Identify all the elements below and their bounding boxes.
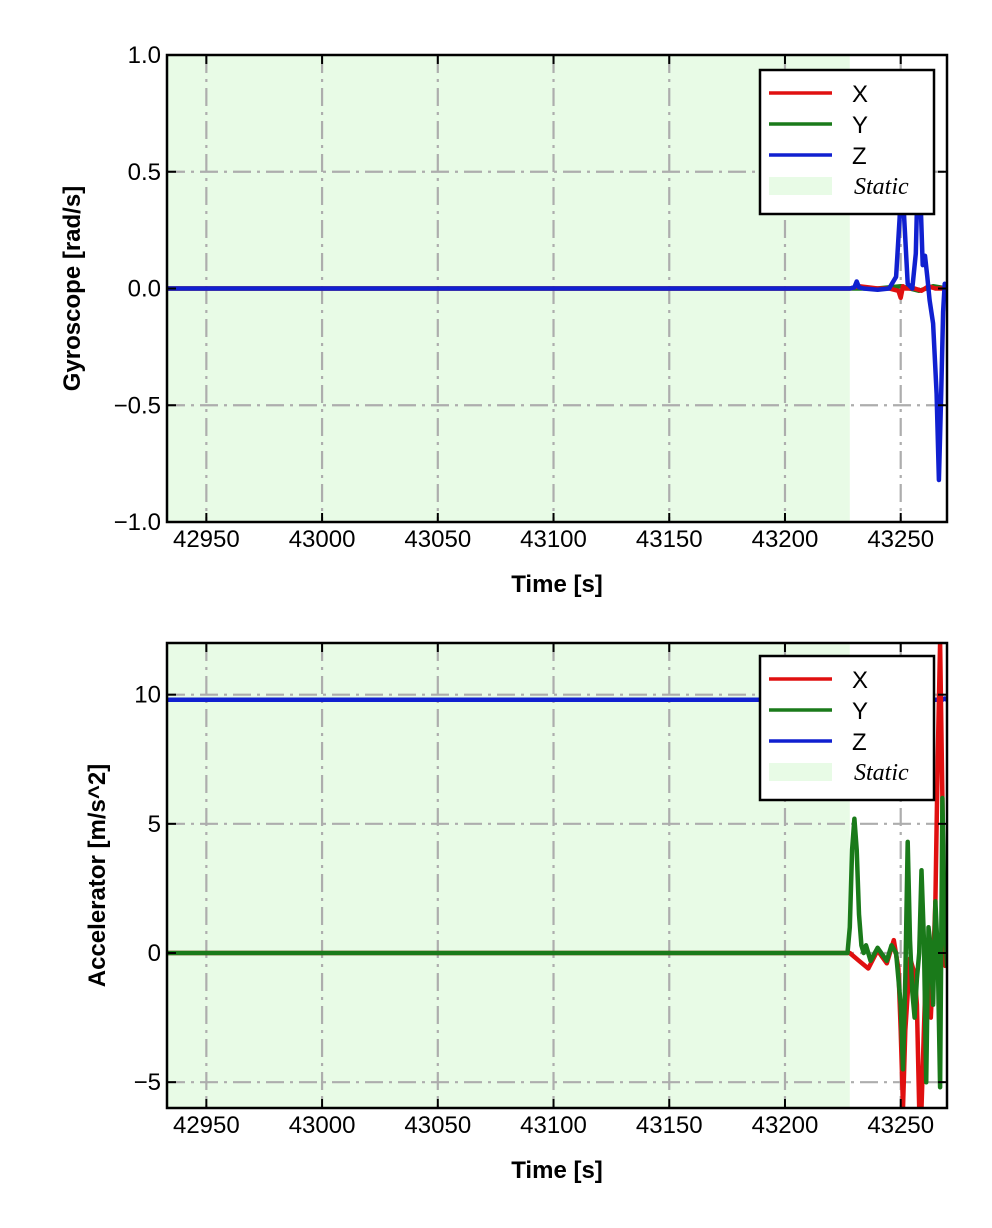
y-tick-label: 10 xyxy=(134,682,161,709)
x-tick-label: 42950 xyxy=(173,526,240,553)
legend-label-static: Static xyxy=(854,174,909,200)
series-group xyxy=(167,643,947,1108)
x-tick-label: 43150 xyxy=(636,526,703,553)
legend: XYZ Static xyxy=(758,654,936,802)
x-tick-label: 43100 xyxy=(520,1112,587,1139)
y-axis-label: Gyroscope [rad/s] xyxy=(59,186,86,391)
x-tick-label: 43000 xyxy=(289,526,356,553)
legend-label-static: Static xyxy=(854,760,909,786)
legend-label-x: X xyxy=(852,667,868,694)
y-axis-label: Accelerator [m/s^2] xyxy=(84,764,111,987)
legend-label-y: Y xyxy=(852,112,868,139)
y-tick-label: −0.5 xyxy=(114,392,161,419)
legend: XYZ Static xyxy=(758,68,936,216)
x-tick-label: 43250 xyxy=(867,1112,934,1139)
axes-frame xyxy=(165,641,949,1110)
y-tick-label: 0.0 xyxy=(128,276,161,303)
x-axis-label: Time [s] xyxy=(511,571,603,598)
x-tick-label: 43050 xyxy=(404,526,471,553)
legend-label-z: Z xyxy=(852,729,867,756)
legend-label-y: Y xyxy=(852,698,868,725)
series-line-y xyxy=(167,795,947,1090)
x-tick-label: 43100 xyxy=(520,526,587,553)
x-tick-label: 43150 xyxy=(636,1112,703,1139)
x-tick-label: 43200 xyxy=(752,1112,819,1139)
y-tick-label: 1.0 xyxy=(128,42,161,69)
x-tick-label: 43050 xyxy=(404,1112,471,1139)
gyroscope-panel: 42950 43000 43050 43100 43150 43200 43250 1.0 0.… xyxy=(59,42,949,598)
x-tick-label: 43200 xyxy=(752,526,819,553)
x-tick-label: 43000 xyxy=(289,1112,356,1139)
x-axis-label: Time [s] xyxy=(511,1157,603,1184)
y-tick-label: −1.0 xyxy=(114,509,161,536)
legend-label-z: Z xyxy=(852,143,867,170)
y-tick-label: 0.5 xyxy=(128,159,161,186)
y-tick-label: −5 xyxy=(134,1069,161,1096)
legend-swatch-static xyxy=(769,763,832,781)
y-tick-label: 0 xyxy=(148,940,161,967)
series-group xyxy=(167,157,947,483)
x-tick-label: 42950 xyxy=(173,1112,240,1139)
x-tick-label: 43250 xyxy=(867,526,934,553)
static-region xyxy=(167,643,850,1108)
legend-swatch-static xyxy=(769,177,832,195)
legend-label-x: X xyxy=(852,81,868,108)
y-tick-label: 5 xyxy=(148,811,161,838)
accelerator-panel: 42950 43000 43050 43100 43150 43200 43250 10 5 0 −… xyxy=(84,641,949,1184)
series-line-z xyxy=(167,157,947,483)
